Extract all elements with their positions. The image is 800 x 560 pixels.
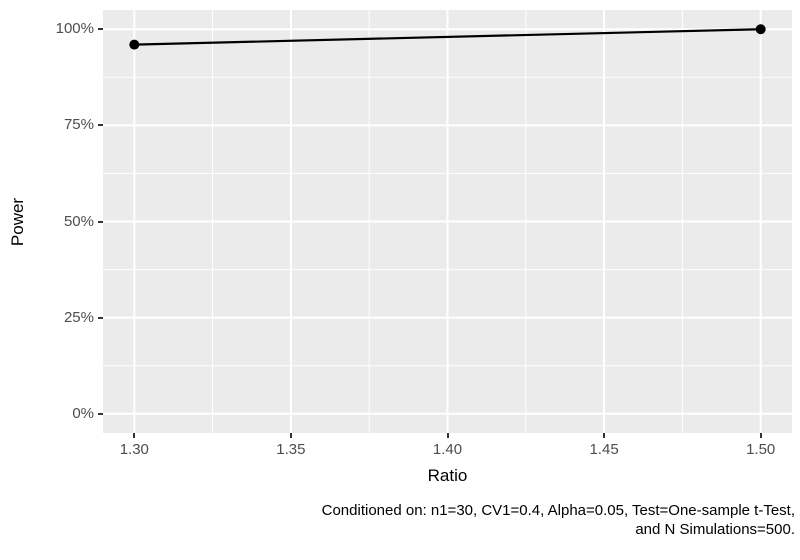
caption-line-1: Conditioned on: n1=30, CV1=0.4, Alpha=0.… — [321, 502, 795, 519]
x-tick-mark — [759, 433, 762, 438]
x-tick-label: 1.45 — [589, 441, 619, 458]
series-line — [134, 28, 761, 46]
y-tick-label: 25% — [63, 308, 94, 326]
x-tick-mark — [289, 433, 292, 438]
x-tick-mark — [603, 433, 606, 438]
plot-area-svg — [103, 10, 792, 433]
y-tick-mark — [98, 220, 103, 223]
y-axis-title: Power — [8, 197, 27, 246]
x-tick-label: 1.40 — [432, 441, 463, 458]
y-tick-mark — [98, 412, 103, 415]
caption-line-2: and N Simulations=500. — [635, 521, 795, 538]
y-tick-mark — [98, 28, 103, 31]
y-tick-mark — [98, 316, 103, 319]
data-point — [755, 24, 766, 35]
data-point — [129, 39, 140, 50]
plot-caption: Conditioned on: n1=30, CV1=0.4, Alpha=0.… — [322, 501, 795, 539]
y-tick-mark — [98, 124, 103, 127]
x-axis-title: Ratio — [427, 466, 468, 485]
y-tick-label: 0% — [72, 404, 94, 422]
y-tick-label: 75% — [63, 116, 94, 134]
x-tick-mark — [133, 433, 136, 438]
x-tick-label: 1.35 — [276, 441, 306, 458]
x-tick-label: 1.30 — [119, 441, 149, 458]
y-tick-label: 50% — [63, 212, 94, 230]
plot-panel — [103, 10, 792, 433]
x-tick-label: 1.50 — [746, 441, 776, 458]
x-tick-mark — [446, 433, 449, 438]
y-tick-label: 100% — [55, 20, 94, 38]
